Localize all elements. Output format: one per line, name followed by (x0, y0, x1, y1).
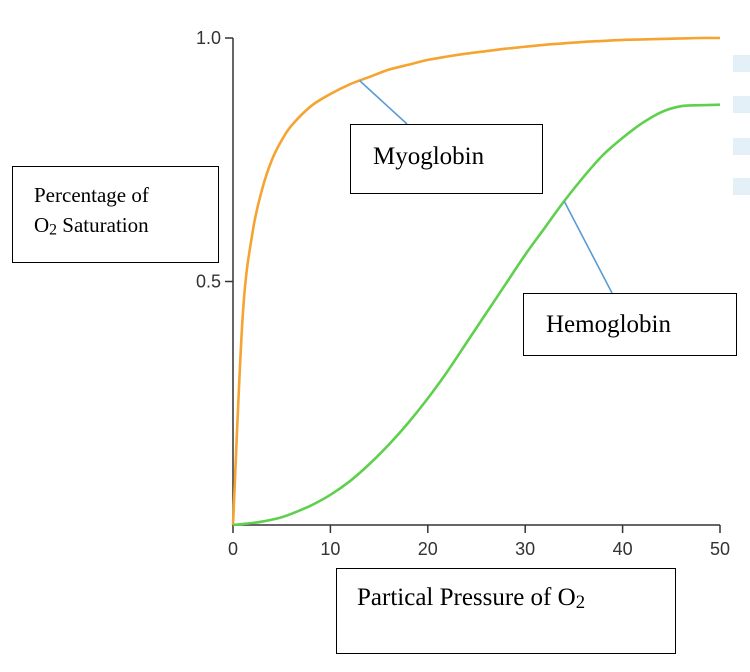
x-axis-label-box: Partical Pressure of O2 (336, 568, 676, 654)
y-axis-label-box: Percentage of O2 Saturation (12, 166, 219, 263)
y-axis-label-line1: Percentage of (34, 183, 149, 207)
x-tick-label: 30 (515, 539, 535, 559)
legend-fragment-3 (733, 138, 750, 155)
hemoglobin-label: Hemoglobin (546, 311, 671, 338)
myoglobin-label-box: Myoglobin (350, 124, 543, 194)
myoglobin-label: Myoglobin (373, 143, 485, 170)
x-axis-label: Partical Pressure of O2 (357, 584, 586, 613)
legend-fragment-1 (733, 55, 750, 72)
x-tick-label: 20 (418, 539, 438, 559)
y-axis-label-line2: O2 Saturation (34, 213, 149, 239)
hemoglobin-curve (232, 103, 721, 527)
y-tick-label: 0.5 (196, 272, 221, 292)
x-tick-label: 40 (613, 539, 633, 559)
myoglobin-leader-line (359, 80, 408, 125)
x-tick-label: 0 (228, 539, 238, 559)
y-tick-label: 1.0 (196, 28, 221, 48)
legend-fragment-4 (733, 178, 750, 195)
hemoglobin-label-box: Hemoglobin (523, 293, 737, 356)
x-tick-label: 50 (710, 539, 730, 559)
x-tick-label: 10 (320, 539, 340, 559)
hemoglobin-leader-line (563, 200, 613, 294)
myoglobin-curve (231, 36, 721, 526)
legend-fragment-2 (733, 96, 750, 113)
